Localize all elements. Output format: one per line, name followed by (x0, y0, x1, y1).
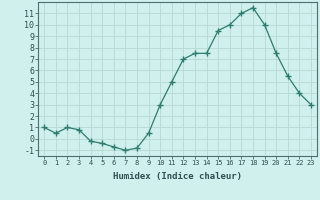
X-axis label: Humidex (Indice chaleur): Humidex (Indice chaleur) (113, 172, 242, 181)
